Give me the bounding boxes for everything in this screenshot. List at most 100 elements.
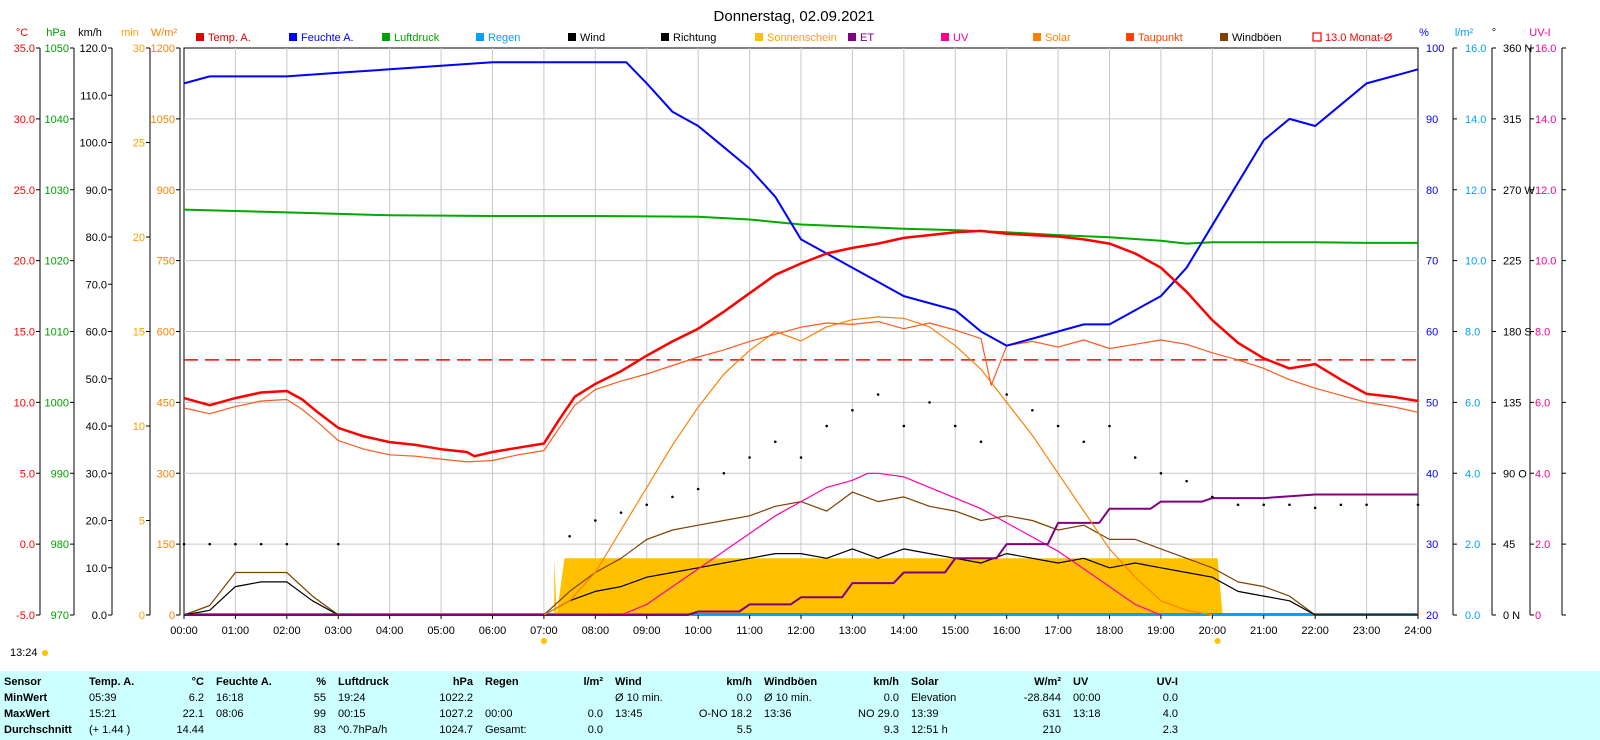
axis-tick-label: 970 [51,610,69,622]
direction-point [1056,424,1060,428]
legend-swatch-icon [755,33,763,41]
legend-label: Windböen [1232,32,1282,44]
stats-cell [764,722,844,738]
axis-tick-label: 980 [51,539,69,551]
series-line-solar [543,316,1213,616]
chart-series [182,61,1420,616]
sun-marker-icon [42,650,48,656]
stats-row: Durchschnitt (+ 1.44 ) 14.44 83 ^0.7hPa/h 102… [4,722,1190,738]
legend-label: ET [860,32,874,44]
axis-tick-label: 100.0 [79,138,107,150]
direction-point [722,471,726,475]
stats-cell: 13:36 [764,708,792,720]
legend-label: Wind [580,32,605,44]
direction-point [851,408,854,412]
stats-cell: 0.0 [587,708,603,720]
axis-tick-label: 70 [1426,256,1438,268]
axis-tick-label: 12.0 [1535,185,1556,197]
axis-tick-label: 1040 [45,114,69,126]
direction-point [208,542,212,546]
direction-point [619,511,623,514]
axis-tick-label: 45 [1503,539,1515,551]
axis-tick-label: 50.0 [86,374,107,386]
direction-point [696,487,700,491]
direction-point [748,456,751,459]
time-tick-label: 15:00 [941,625,969,637]
axis-tick-label: 180 S [1503,327,1532,339]
axis-tick-label: 0.0 [20,539,35,551]
stats-header-cell: Sensor [4,676,42,688]
axis-tick-label: 225 [1503,256,1521,268]
axis-tick-label: 1020 [45,256,69,268]
right-axes: % 100 90 80 70 60 50 40 30 20 l/m² 16.0 14.0 12.0 10.0… [1419,27,1566,622]
legend-swatch-icon [1312,32,1322,42]
legend-swatch-icon [382,33,390,41]
axis-tick-label: 1030 [45,185,69,197]
axis-tick-label: 1010 [45,327,69,339]
stats-header-cell: hPa [452,676,473,688]
left-axis: hPa 1050 1040 1030 1020 1010 1000 990 980 970 [45,27,75,622]
direction-point [1108,424,1111,428]
time-tick-label: 03:00 [324,625,352,637]
axis-tick-label: 80.0 [86,232,107,244]
stats-cell: 00:15 [338,708,366,720]
right-axis: UV-I 16.0 14.0 12.0 10.0 8.0 6.0 4.0 2.0 0 [1529,27,1566,622]
stats-cell: 0.0 [1162,692,1178,704]
legend-label: Richtung [673,32,716,44]
time-tick-label: 02:00 [273,625,301,637]
time-tick-label: 14:00 [890,625,918,637]
axis-tick-label: 90.0 [86,185,107,197]
direction-point [259,542,263,546]
legend-swatch-icon [476,33,484,41]
legend-swatch-icon [196,33,204,41]
axis-tick-label: 30.0 [14,114,35,126]
axis-tick-label: 750 [157,256,175,268]
stats-header-cell: °C [191,676,204,688]
direction-point [568,534,571,538]
axis-tick-label: 1050 [151,114,175,126]
stats-cell: 1022.2 [439,692,473,704]
stats-cell: 55 [313,692,326,704]
direction-point [671,495,674,499]
legend-swatch-icon [1126,33,1134,41]
axis-tick-label: 1200 [151,43,175,55]
time-axis: 00:00 01:00 02:00 03:00 04:00 05:00 06:00 07:00… [170,615,1432,644]
direction-point [799,456,803,459]
stats-header-row: Sensor Temp. A. °C Feuchte A.% Luftdruck hPa R… [4,674,1190,690]
legend-label: Taupunkt [1138,32,1183,44]
axis-tick-label: 20 [133,232,145,244]
axis-tick-label: 90 O [1503,468,1527,480]
axis-tick-label: 1000 [45,397,69,409]
stats-cell: 83 [313,724,326,736]
axis-unit-label: % [1419,27,1429,39]
stats-cell: Ø 10 min. [764,692,812,704]
stats-cell: 0.0 [736,692,752,704]
statistics-panel: Sensor Temp. A. °C Feuchte A.% Luftdruck hPa R… [0,671,1600,740]
time-tick-label: 21:00 [1250,625,1278,637]
direction-point [1236,503,1240,507]
legend-swatch-icon [848,33,856,41]
direction-point [1416,503,1420,507]
direction-point [1185,479,1188,483]
axis-tick-label: 6.0 [1465,397,1480,409]
stats-cell: 19:24 [338,692,366,704]
legend-label: UV [953,32,969,44]
legend-item: ET [848,32,874,44]
legend-label: Luftdruck [394,32,440,44]
axis-tick-label: 0.0 [92,610,107,622]
stats-cell: Elevation [911,692,957,704]
axis-tick-label: 315 [1503,114,1521,126]
time-tick-label: 07:00 [530,625,558,637]
axis-tick-label: 30.0 [86,468,107,480]
axis-tick-label: 90 [1426,114,1438,126]
axis-tick-label: 5 [139,516,145,528]
left-axis: °C 35.0 30.0 25.0 20.0 15.0 10.0 5.0 0.0 -5.0 [14,27,41,622]
legend-label: Temp. A. [208,32,251,44]
axis-tick-label: 270 W [1503,185,1535,197]
time-tick-label: 18:00 [1096,625,1124,637]
legend-item: UV [941,32,969,44]
stats-cell: (+ 1.44 ) [89,724,131,736]
stats-cell: 13:39 [911,708,939,720]
axis-tick-label: 120.0 [79,43,107,55]
stats-cell: 12:51 h [911,724,948,736]
